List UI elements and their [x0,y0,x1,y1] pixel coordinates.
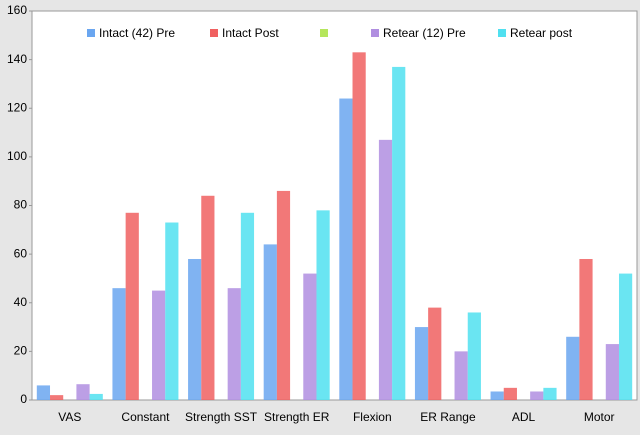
legend-swatch [371,29,379,37]
bar [378,139,393,400]
bar [276,190,291,400]
bar [428,307,442,400]
y-tick-label: 0 [20,392,27,406]
legend-swatch [210,29,218,37]
bar [152,290,166,400]
bar [503,387,517,400]
bar [201,195,215,400]
legend-label: Intact (42) Pre [99,26,175,40]
y-tick-label: 100 [7,149,27,163]
bar [263,244,277,400]
y-tick-label: 80 [14,198,28,212]
y-tick-label: 60 [14,246,28,260]
bar [188,258,202,400]
bar [36,385,51,400]
bar [165,222,179,400]
bar [414,327,429,400]
y-tick-label: 120 [7,100,27,114]
bar [316,210,330,400]
y-tick-label: 160 [7,3,27,17]
y-tick-label: 140 [7,52,27,66]
bar [352,52,366,401]
bar [530,391,544,400]
bar [50,395,64,400]
bar [227,288,241,400]
legend-swatch [320,29,328,37]
bar [618,273,633,400]
bar [543,387,557,400]
legend-label: Intact Post [222,26,279,40]
x-tick-label: Strength ER [264,410,330,424]
bar [303,273,317,400]
bar [112,288,126,400]
bar [89,393,103,400]
bar [76,384,90,400]
bar [490,391,504,400]
y-tick-label: 20 [14,344,28,358]
legend-label: Retear post [510,26,573,40]
bar [467,312,481,400]
legend-swatch [498,29,506,37]
x-tick-label: Constant [121,410,170,424]
x-tick-label: Motor [584,410,615,424]
x-tick-label: Strength SST [185,410,258,424]
bar [392,66,406,400]
bar [566,336,580,400]
bar [240,212,255,400]
bar [339,98,353,401]
legend-swatch [87,29,95,37]
x-tick-label: ADL [512,410,536,424]
x-tick-label: ER Range [420,410,476,424]
x-tick-label: Flexion [353,410,392,424]
bar [125,212,139,400]
bar [454,351,468,400]
legend-label: Retear (12) Pre [383,26,466,40]
x-tick-label: VAS [58,410,81,424]
y-tick-label: 40 [14,295,28,309]
bar [579,258,593,400]
bar [605,344,619,400]
